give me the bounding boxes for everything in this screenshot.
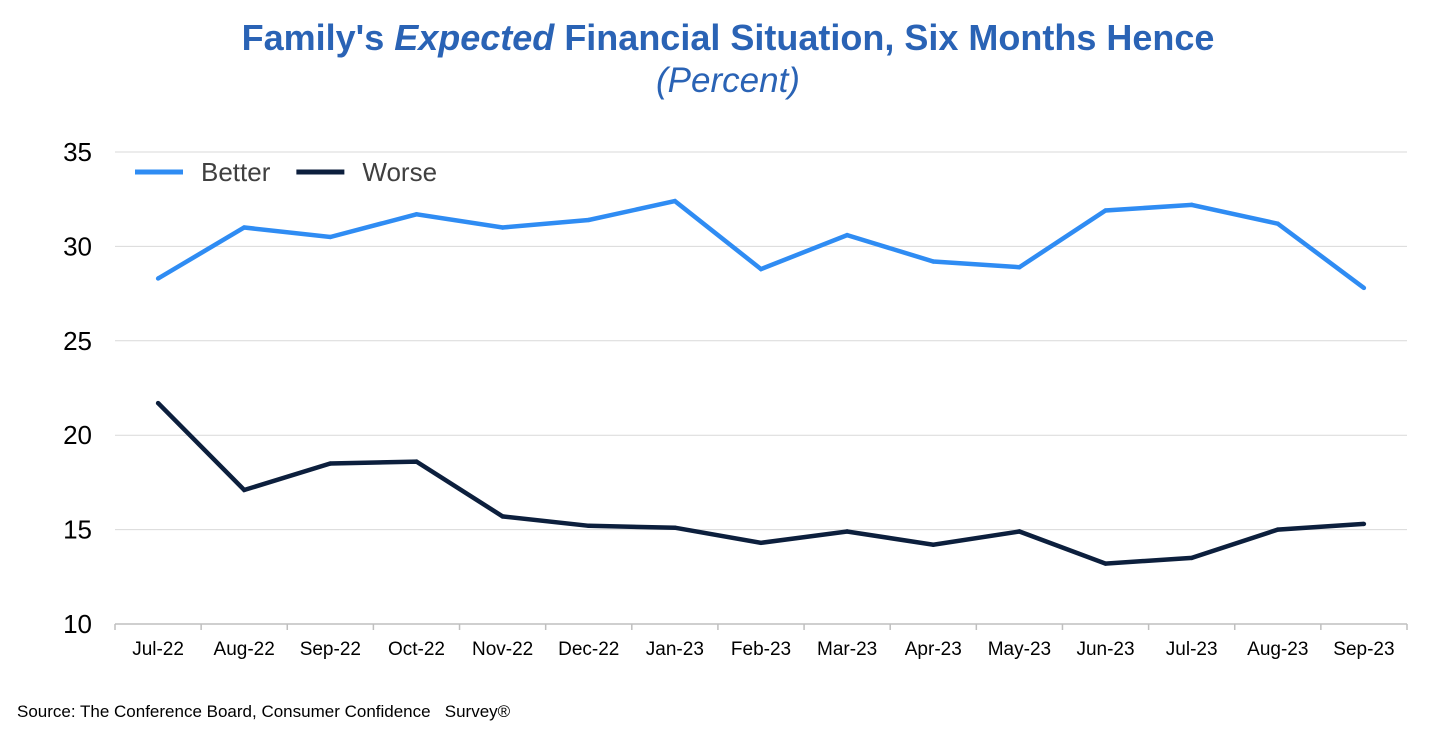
- data-point-worse-9: [931, 542, 936, 547]
- data-point-worse-4: [500, 514, 505, 519]
- data-point-worse-13: [1275, 527, 1281, 532]
- legend: Better Worse: [135, 157, 437, 187]
- gridlines: [115, 151, 1407, 531]
- x-tick-label-aug-22: Aug-22: [214, 639, 275, 660]
- data-point-better-14: [1361, 285, 1367, 291]
- data-point-worse-6: [672, 525, 678, 530]
- data-point-better-8: [844, 232, 850, 238]
- data-point-better-7: [758, 266, 764, 272]
- y-tick-label-20: 20: [63, 420, 92, 450]
- data-point-worse-11: [1103, 561, 1108, 566]
- series-line-worse: [156, 401, 1365, 566]
- y-tick-label-10: 10: [63, 609, 92, 639]
- data-point-worse-14: [1361, 521, 1367, 527]
- data-point-worse-12: [1189, 555, 1194, 561]
- x-tick-label-jul-22: Jul-22: [132, 639, 184, 660]
- y-tick-label-30: 30: [63, 231, 92, 261]
- chart-title-block: Family's Expected Financial Situation, S…: [0, 16, 1456, 102]
- data-point-better-6: [672, 198, 678, 204]
- axes: 10 15 20 25 30 35 Jul-22 Aug-22 Sep-22 Oct-22 Nov-…: [63, 137, 1408, 660]
- data-point-worse-10: [1017, 529, 1022, 534]
- chart-title: Family's Expected Financial Situation, S…: [0, 16, 1456, 60]
- data-point-worse-7: [758, 540, 764, 546]
- data-point-better-12: [1189, 202, 1194, 208]
- y-tick-label-35: 35: [63, 137, 92, 167]
- series-lines: [155, 198, 1367, 566]
- data-point-worse-8: [844, 529, 850, 534]
- x-tick-label-mar-23: Mar-23: [817, 639, 877, 660]
- data-point-better-5: [586, 217, 591, 223]
- data-point-better-11: [1103, 208, 1108, 213]
- data-point-worse-5: [586, 523, 591, 529]
- x-tick-label-apr-23: Apr-23: [905, 639, 962, 660]
- data-point-better-9: [931, 259, 936, 264]
- x-tick-label-jan-23: Jan-23: [646, 639, 704, 660]
- data-point-better-10: [1017, 264, 1022, 270]
- data-point-worse-2: [328, 461, 333, 466]
- data-point-better-0: [155, 276, 161, 281]
- data-point-worse-1: [242, 487, 247, 493]
- data-point-better-2: [328, 234, 333, 240]
- x-tick-label-nov-22: Nov-22: [472, 639, 533, 660]
- legend-label-better: Better: [201, 157, 271, 187]
- data-point-worse-3: [414, 459, 419, 464]
- data-point-better-1: [242, 225, 247, 230]
- x-tick-label-feb-23: Feb-23: [731, 639, 791, 660]
- x-tick-label-aug-23: Aug-23: [1247, 639, 1308, 660]
- x-tick-label-dec-22: Dec-22: [558, 639, 619, 660]
- x-tick-label-sep-23: Sep-23: [1333, 639, 1394, 660]
- x-tick-label-jul-23: Jul-23: [1166, 639, 1218, 660]
- chart-subtitle: (Percent): [656, 61, 800, 100]
- series-line-better: [156, 198, 1366, 290]
- x-tick-label-oct-22: Oct-22: [388, 639, 445, 660]
- x-tick-label-sep-22: Sep-22: [300, 639, 361, 660]
- data-point-better-4: [500, 225, 505, 230]
- chart-title-emphasis: Expected: [394, 17, 555, 58]
- x-tick-label-jun-23: Jun-23: [1076, 639, 1134, 660]
- data-point-better-3: [414, 212, 419, 217]
- x-tick-label-may-23: May-23: [988, 639, 1051, 660]
- chart-title-suffix: Financial Situation, Six Months Hence: [554, 17, 1215, 58]
- chart-title-prefix: Family's: [241, 17, 395, 58]
- line-chart: 10 15 20 25 30 35 Jul-22 Aug-22 Sep-22 Oct-22 Nov-…: [63, 137, 1408, 660]
- data-point-worse-0: [155, 400, 161, 406]
- y-tick-label-25: 25: [63, 326, 92, 356]
- data-point-better-13: [1275, 221, 1281, 226]
- source-note: Source: The Conference Board, Consumer C…: [17, 702, 511, 721]
- y-tick-label-15: 15: [63, 515, 92, 545]
- legend-label-worse: Worse: [362, 157, 437, 187]
